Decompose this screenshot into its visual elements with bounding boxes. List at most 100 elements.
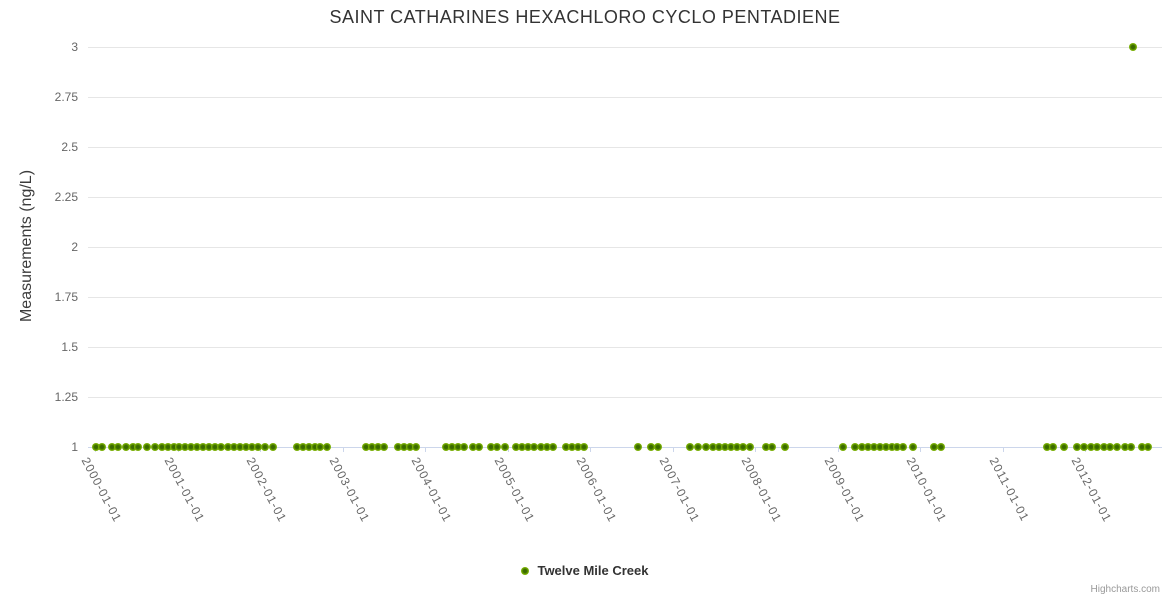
data-point[interactable] xyxy=(1105,443,1114,451)
data-point[interactable] xyxy=(169,443,178,451)
data-point[interactable] xyxy=(858,443,867,451)
data-point[interactable] xyxy=(511,443,520,451)
data-point[interactable] xyxy=(486,443,495,451)
data-point[interactable] xyxy=(518,443,527,451)
data-point[interactable] xyxy=(362,443,371,451)
data-point[interactable] xyxy=(474,443,483,451)
data-point[interactable] xyxy=(745,443,754,451)
data-point[interactable] xyxy=(568,443,577,451)
data-point[interactable] xyxy=(715,443,724,451)
data-point[interactable] xyxy=(368,443,377,451)
data-point[interactable] xyxy=(708,443,717,451)
data-point[interactable] xyxy=(247,443,256,451)
data-point[interactable] xyxy=(134,443,143,451)
data-point[interactable] xyxy=(1079,443,1088,451)
data-point[interactable] xyxy=(870,443,879,451)
data-point[interactable] xyxy=(726,443,735,451)
data-point[interactable] xyxy=(887,443,896,451)
data-point[interactable] xyxy=(113,443,122,451)
data-point[interactable] xyxy=(229,443,238,451)
data-point[interactable] xyxy=(151,443,160,451)
data-point[interactable] xyxy=(310,443,319,451)
data-point[interactable] xyxy=(322,443,331,451)
data-point[interactable] xyxy=(199,443,208,451)
data-point[interactable] xyxy=(549,443,558,451)
data-point[interactable] xyxy=(768,443,777,451)
data-point[interactable] xyxy=(653,443,662,451)
data-point[interactable] xyxy=(1138,443,1147,451)
data-point[interactable] xyxy=(91,443,100,451)
data-point[interactable] xyxy=(121,443,130,451)
data-point[interactable] xyxy=(260,443,269,451)
data-point[interactable] xyxy=(236,443,245,451)
data-point[interactable] xyxy=(702,443,711,451)
data-point[interactable] xyxy=(930,443,939,451)
data-point[interactable] xyxy=(180,443,189,451)
data-point[interactable] xyxy=(187,443,196,451)
data-point[interactable] xyxy=(400,443,409,451)
data-point[interactable] xyxy=(459,443,468,451)
data-point[interactable] xyxy=(411,443,420,451)
data-point[interactable] xyxy=(164,443,173,451)
data-point[interactable] xyxy=(205,443,214,451)
data-point[interactable] xyxy=(851,443,860,451)
data-point[interactable] xyxy=(316,443,325,451)
data-point[interactable] xyxy=(380,443,389,451)
legend-item-twelve-mile-creek[interactable]: Twelve Mile Creek xyxy=(0,563,1170,578)
data-point[interactable] xyxy=(1086,443,1095,451)
data-point[interactable] xyxy=(304,443,313,451)
data-point[interactable] xyxy=(107,443,116,451)
data-point[interactable] xyxy=(937,443,946,451)
data-point[interactable] xyxy=(738,443,747,451)
data-point[interactable] xyxy=(573,443,582,451)
data-point[interactable] xyxy=(838,443,847,451)
data-point[interactable] xyxy=(1144,443,1152,451)
data-point[interactable] xyxy=(158,443,167,451)
data-point[interactable] xyxy=(1126,443,1135,451)
data-point[interactable] xyxy=(694,443,703,451)
data-point[interactable] xyxy=(97,443,106,451)
data-point[interactable] xyxy=(580,443,589,451)
data-point[interactable] xyxy=(761,443,770,451)
data-point[interactable] xyxy=(529,443,538,451)
data-point[interactable] xyxy=(1113,443,1122,451)
data-point[interactable] xyxy=(524,443,533,451)
credits-link[interactable]: Highcharts.com xyxy=(1090,584,1160,595)
data-point[interactable] xyxy=(454,443,463,451)
data-point[interactable] xyxy=(686,443,695,451)
data-point[interactable] xyxy=(1129,43,1138,51)
data-point[interactable] xyxy=(492,443,501,451)
data-point[interactable] xyxy=(393,443,402,451)
data-point[interactable] xyxy=(143,443,152,451)
data-point[interactable] xyxy=(501,443,510,451)
data-point[interactable] xyxy=(174,443,183,451)
data-point[interactable] xyxy=(882,443,891,451)
data-point[interactable] xyxy=(469,443,478,451)
data-point[interactable] xyxy=(876,443,885,451)
data-point[interactable] xyxy=(442,443,451,451)
data-point[interactable] xyxy=(374,443,383,451)
data-point[interactable] xyxy=(241,443,250,451)
data-point[interactable] xyxy=(217,443,226,451)
data-point[interactable] xyxy=(253,443,262,451)
data-point[interactable] xyxy=(298,443,307,451)
data-point[interactable] xyxy=(898,443,907,451)
data-point[interactable] xyxy=(1048,443,1057,451)
data-point[interactable] xyxy=(1092,443,1101,451)
data-point[interactable] xyxy=(224,443,233,451)
data-point[interactable] xyxy=(1121,443,1130,451)
data-point[interactable] xyxy=(733,443,742,451)
data-point[interactable] xyxy=(646,443,655,451)
data-point[interactable] xyxy=(909,443,918,451)
data-point[interactable] xyxy=(448,443,457,451)
data-point[interactable] xyxy=(561,443,570,451)
data-point[interactable] xyxy=(720,443,729,451)
data-point[interactable] xyxy=(543,443,552,451)
data-point[interactable] xyxy=(1100,443,1109,451)
data-point[interactable] xyxy=(128,443,137,451)
data-point[interactable] xyxy=(292,443,301,451)
data-point[interactable] xyxy=(1043,443,1052,451)
data-point[interactable] xyxy=(193,443,202,451)
data-point[interactable] xyxy=(537,443,546,451)
data-point[interactable] xyxy=(781,443,790,451)
